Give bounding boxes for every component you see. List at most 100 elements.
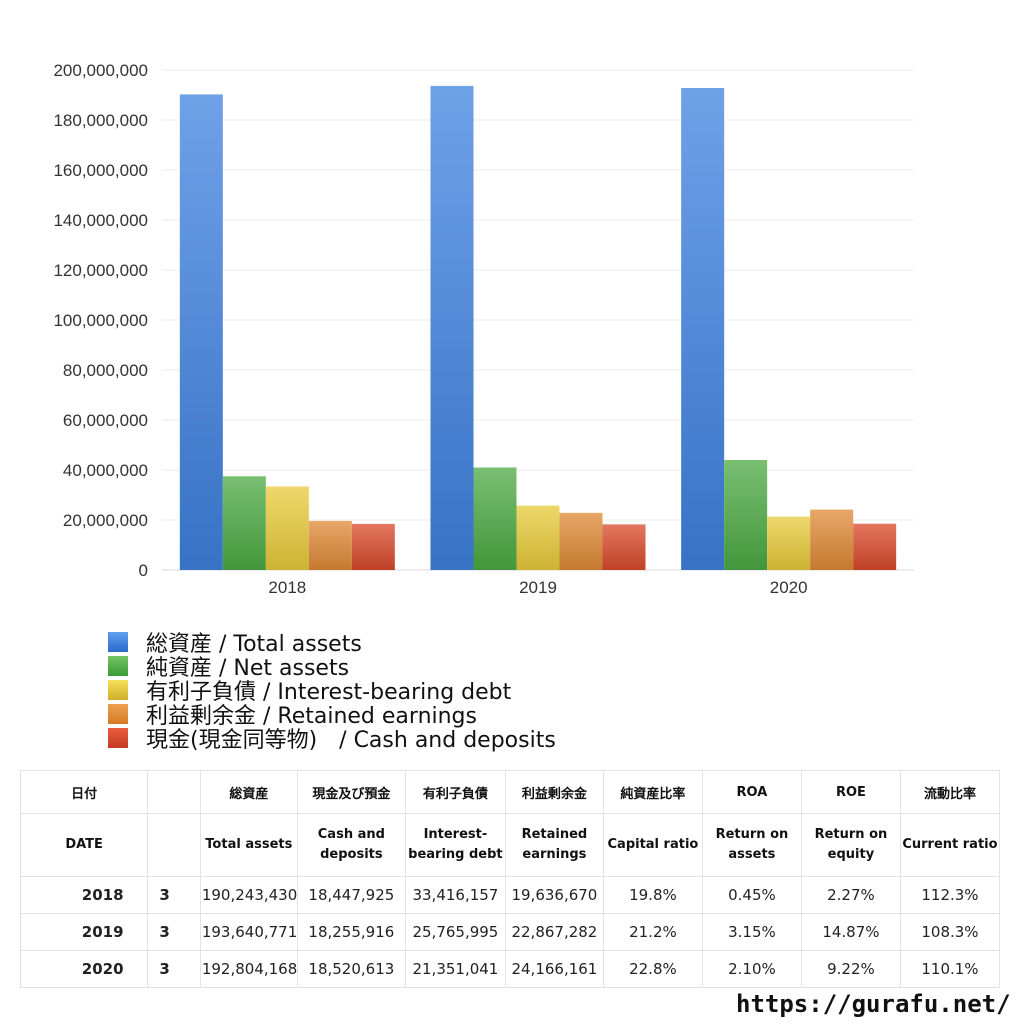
y-tick-label: 0 [139,561,148,580]
legend-label: 有利子負債 / Interest-bearing debt [146,680,512,705]
cell-cash: 18,255,916 [296,913,406,951]
bar [222,476,266,570]
legend-label: 現金(現金同等物) / Cash and deposits [146,728,556,753]
header-debt-jp: 有利子負債 [404,770,506,814]
header-roe-en: Return on equity [800,813,901,877]
bar [681,87,725,571]
cell-total-assets: 193,640,771 [199,913,298,951]
cell-debt: 33,416,157 [404,876,506,914]
cell-retained: 22,867,282 [504,913,604,951]
header-total-assets-en: Total assets [199,813,298,877]
cell-capital-ratio: 19.8% [602,876,703,914]
cell-roe: 2.27% [800,876,901,914]
bar-chart: 0 20,000,000 40,000,000 60,000,000 80,000,00… [53,61,914,597]
cell-total-assets: 190,243,430 [199,876,298,914]
cell-roa: 2.10% [701,950,802,988]
bar [516,505,560,570]
cell-debt: 25,765,995 [404,913,506,951]
cell-month: 3 [147,913,201,951]
legend-swatch-cash-and-deposits [108,728,128,748]
cell-retained: 24,166,161 [504,950,604,988]
table-header-row-english: DATE Total assets Cash and deposits Inte… [19,813,1001,877]
header-debt-en: Interest-bearing debt [404,813,506,877]
cell-cash: 18,447,925 [296,876,406,914]
cell-year: 2018 [19,876,149,914]
y-tick-label: 160,000,000 [53,161,148,180]
legend-label: 総資産 / Total assets [146,632,362,657]
chart-legend: 総資産 / Total assets 純資産 / Net assets 有利子負… [108,630,556,753]
header-month-jp [147,770,201,814]
bar [351,523,395,570]
cell-cash: 18,520,613 [296,950,406,988]
cell-total-assets: 192,804,168 [199,950,298,988]
header-capital-ratio-en: Capital ratio [602,813,703,877]
cell-roe: 9.22% [800,950,901,988]
cell-roa: 3.15% [701,913,802,951]
bar [602,524,646,570]
bar [724,460,768,570]
bar [810,509,854,570]
legend-label: 利益剰余金 / Retained earnings [146,704,477,729]
y-tick-label: 140,000,000 [53,211,148,230]
header-capital-ratio-jp: 純資産比率 [602,770,703,814]
cell-roa: 0.45% [701,876,802,914]
header-roa-en: Return on assets [701,813,802,877]
table-header-row-japanese: 日付 総資産 現金及び預金 有利子負債 利益剰余金 純資産比率 ROA ROE … [19,770,1001,814]
cell-roe: 14.87% [800,913,901,951]
header-cash-jp: 現金及び預金 [296,770,406,814]
y-tick-label: 180,000,000 [53,111,148,130]
cell-month: 3 [147,950,201,988]
bar [767,516,811,570]
cell-year: 2019 [19,913,149,951]
table-row: 2019 3 193,640,771 18,255,916 25,765,995… [19,913,1001,951]
bar [308,520,352,570]
header-total-assets-jp: 総資産 [199,770,298,814]
x-tick-label: 2020 [770,578,808,597]
y-tick-label: 100,000,000 [53,311,148,330]
y-tick-label: 200,000,000 [53,61,148,80]
cell-capital-ratio: 21.2% [602,913,703,951]
bar [559,512,603,570]
header-current-ratio-en: Current ratio [899,813,1001,877]
legend-item: 現金(現金同等物) / Cash and deposits [108,726,556,753]
legend-item: 総資産 / Total assets [108,630,556,657]
bar [473,467,517,570]
cell-current-ratio: 108.3% [899,913,1001,951]
x-tick-label: 2019 [519,578,557,597]
site-url: https://gurafu.net/ [736,990,1011,1018]
legend-swatch-net-assets [108,656,128,676]
financial-metrics-table: 日付 総資産 現金及び預金 有利子負債 利益剰余金 純資産比率 ROA ROE … [19,770,1001,988]
header-date-jp: 日付 [19,770,149,814]
header-month-en [147,813,201,877]
bar [265,486,309,570]
header-cash-en: Cash and deposits [296,813,406,877]
y-tick-label: 120,000,000 [53,261,148,280]
cell-month: 3 [147,876,201,914]
legend-label: 純資産 / Net assets [146,656,350,681]
legend-item: 純資産 / Net assets [108,654,556,681]
legend-item: 有利子負債 / Interest-bearing debt [108,678,556,705]
table-row: 2020 3 192,804,168 18,520,613 21,351,041… [19,950,1001,988]
header-current-ratio-jp: 流動比率 [899,770,1001,814]
header-roe-jp: ROE [800,770,901,814]
legend-swatch-retained-earnings [108,704,128,724]
y-tick-label: 40,000,000 [63,461,148,480]
header-retained-jp: 利益剰余金 [504,770,604,814]
cell-current-ratio: 112.3% [899,876,1001,914]
cell-year: 2020 [19,950,149,988]
legend-swatch-interest-bearing-debt [108,680,128,700]
y-tick-label: 20,000,000 [63,511,148,530]
table-row: 2018 3 190,243,430 18,447,925 33,416,157… [19,876,1001,914]
bar [853,523,897,570]
y-tick-label: 80,000,000 [63,361,148,380]
legend-item: 利益剰余金 / Retained earnings [108,702,556,729]
bar [179,94,223,571]
cell-current-ratio: 110.1% [899,950,1001,988]
cell-debt: 21,351,041 [404,950,506,988]
y-tick-label: 60,000,000 [63,411,148,430]
bar [430,85,474,570]
cell-capital-ratio: 22.8% [602,950,703,988]
legend-swatch-total-assets [108,632,128,652]
x-tick-label: 2018 [268,578,306,597]
header-date-en: DATE [19,813,149,877]
